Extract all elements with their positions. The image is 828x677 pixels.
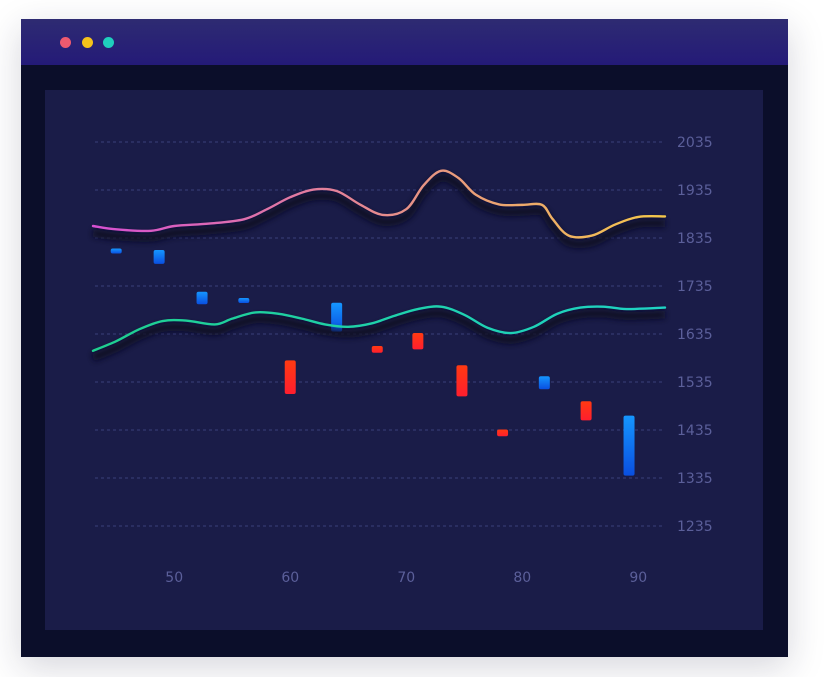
candle-body: [153, 250, 165, 264]
candle-body: [196, 291, 208, 305]
candle-body: [580, 401, 592, 421]
x-tick-label: 90: [629, 570, 647, 586]
close-window-button[interactable]: [60, 37, 71, 48]
series-line: [91, 305, 667, 352]
x-tick-label: 50: [165, 570, 183, 586]
y-tick-label: 1735: [677, 279, 713, 295]
series-line-shadow: [92, 173, 666, 249]
candle-body: [623, 415, 635, 476]
candlestick-chart: 2035 1935 1835 1735 1635 1535 1435 1335 1235 50 60…: [91, 135, 713, 586]
x-tick-label: 60: [281, 570, 299, 586]
candle-body: [371, 346, 383, 353]
candle-body: [110, 248, 122, 254]
candle-body: [538, 376, 550, 390]
candle-body: [497, 429, 509, 437]
y-tick-label: 1835: [677, 231, 713, 247]
title-bar: [21, 19, 788, 65]
y-tick-label: 1235: [677, 519, 713, 535]
y-tick-label: 2035: [677, 135, 713, 151]
y-tick-label: 1435: [677, 423, 713, 439]
minimize-window-button[interactable]: [82, 37, 93, 48]
candle-body: [456, 365, 468, 397]
x-tick-label: 70: [397, 570, 415, 586]
y-tick-label: 1535: [677, 375, 713, 391]
series-line-shadow: [91, 309, 666, 362]
candle-body: [284, 360, 296, 394]
maximize-window-button[interactable]: [103, 37, 114, 48]
y-tick-label: 1335: [677, 471, 713, 487]
y-tick-label: 1635: [677, 327, 713, 343]
chart-panel: 2035 1935 1835 1735 1635 1535 1435 1335 1235 50 60…: [45, 90, 763, 630]
y-tick-label: 1935: [677, 183, 713, 199]
grid-lines: 2035 1935 1835 1735 1635 1535 1435 1335 1235: [95, 135, 713, 535]
candles: [110, 185, 635, 519]
x-tick-label: 80: [513, 570, 531, 586]
candle-body: [331, 302, 343, 332]
candle-body: [412, 333, 424, 350]
series-line: [91, 169, 667, 239]
app-window: 2035 1935 1835 1735 1635 1535 1435 1335 1235 50 60…: [21, 19, 788, 657]
candle-body: [238, 298, 250, 303]
